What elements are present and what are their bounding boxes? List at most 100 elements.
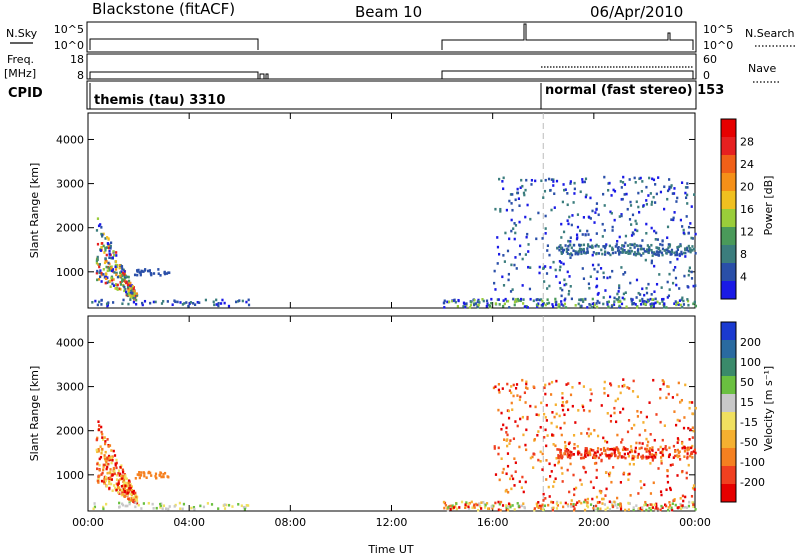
echo-cell <box>694 284 697 287</box>
colorbar-tick-5: 24 <box>740 158 754 171</box>
echo-cell <box>673 251 676 255</box>
x-tick-label-6: 00:00 <box>679 516 711 529</box>
echo-cell <box>574 250 577 253</box>
echo-cell <box>679 458 682 461</box>
echo-cell <box>580 243 583 247</box>
echo-cell <box>504 489 507 493</box>
echo-cell <box>637 191 640 195</box>
echo-cell <box>573 243 576 247</box>
echo-cell <box>560 294 563 298</box>
echo-cell <box>665 306 668 309</box>
echo-cell <box>560 300 563 303</box>
echo-cell <box>181 507 184 511</box>
echo-cell <box>105 477 108 481</box>
echo-cell <box>567 449 570 452</box>
echo-cell <box>140 269 143 273</box>
echo-cell <box>617 449 620 452</box>
echo-cell <box>586 451 590 455</box>
echo-cell <box>693 488 696 491</box>
echo-cell <box>104 237 107 240</box>
echo-cell <box>572 473 575 477</box>
echo-cell <box>136 473 139 476</box>
echo-cell <box>487 303 490 307</box>
echo-cell <box>118 474 121 477</box>
echo-cell <box>514 256 517 259</box>
echo-cell <box>123 289 126 293</box>
echo-cell <box>127 285 130 289</box>
echo-cell <box>517 505 520 508</box>
echo-cell <box>639 303 643 306</box>
echo-cell <box>134 493 137 496</box>
echo-cell <box>655 231 658 235</box>
echo-cell <box>619 507 623 511</box>
echo-cell <box>595 202 599 205</box>
echo-cell <box>621 244 624 247</box>
echo-cell <box>176 300 179 304</box>
echo-cell <box>105 265 108 269</box>
echo-cell <box>560 252 563 255</box>
echo-cell <box>611 229 614 232</box>
echo-cell <box>135 269 139 272</box>
cpid-label: CPID <box>8 86 43 101</box>
echo-cell <box>128 487 131 490</box>
echo-cell <box>595 208 598 211</box>
cpid-strip: CPID themis (tau) 3310 normal (fast ster… <box>8 80 724 110</box>
echo-cell <box>666 480 670 484</box>
echo-cell <box>638 447 641 450</box>
colorbar-segment <box>721 155 736 174</box>
echo-cell <box>629 252 632 255</box>
y-tick-label-0: 1000 <box>56 469 84 482</box>
echo-cell <box>558 268 561 272</box>
echo-cell <box>502 176 505 180</box>
echo-cell <box>557 461 560 465</box>
echo-cell <box>660 461 663 465</box>
echo-cell <box>522 502 525 506</box>
echo-cell <box>682 505 685 509</box>
echo-cell <box>112 466 115 470</box>
echo-cell <box>508 237 511 241</box>
echo-cell <box>217 301 220 305</box>
echo-cell <box>569 450 572 454</box>
echo-cell <box>96 303 99 307</box>
echo-cell <box>667 385 670 389</box>
echo-cell <box>692 505 695 508</box>
echo-cell <box>107 261 110 265</box>
echo-cell <box>666 197 669 201</box>
echo-cell <box>686 186 689 189</box>
echo-cell <box>609 210 612 214</box>
echo-cell <box>609 419 613 423</box>
echo-cell <box>691 436 694 439</box>
echo-cell <box>661 438 664 442</box>
echo-cell <box>541 452 544 456</box>
echo-cell <box>666 385 669 388</box>
echo-cell <box>204 298 208 302</box>
echo-cell <box>550 208 553 212</box>
echo-cell <box>561 392 564 395</box>
echo-cell <box>507 490 510 494</box>
echo-cell <box>107 454 111 458</box>
echo-cell <box>668 501 671 504</box>
echo-cell <box>623 383 626 387</box>
echo-cell <box>683 251 686 255</box>
echo-cell <box>546 302 549 305</box>
echo-cell <box>538 504 541 508</box>
echo-cell <box>584 251 587 255</box>
echo-cell <box>245 300 248 304</box>
echo-cell <box>550 178 553 181</box>
echo-cell <box>507 278 510 282</box>
echo-cell <box>656 300 659 304</box>
echo-cell <box>113 271 116 274</box>
colorbar-tick-5: -50 <box>740 436 758 449</box>
echo-cell <box>657 448 660 451</box>
echo-cell <box>114 462 117 466</box>
echo-cell <box>499 207 502 211</box>
echo-cell <box>549 475 552 478</box>
echo-cell <box>597 213 600 217</box>
echo-cell <box>559 501 562 505</box>
echo-cell <box>103 436 106 439</box>
echo-cell <box>112 278 115 281</box>
echo-cell <box>671 463 674 466</box>
nsky-strip: N.Sky 10^5 10^0 10^5 10^0 N.Search <box>6 21 795 53</box>
echo-cell <box>589 217 592 220</box>
